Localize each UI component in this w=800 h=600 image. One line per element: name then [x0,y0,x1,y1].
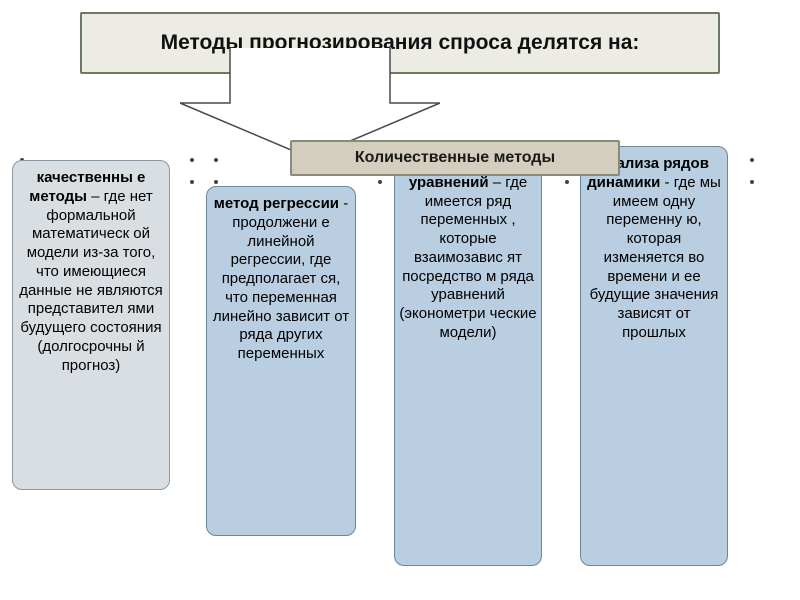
dot [190,180,194,184]
card-qualitative: качественны е методы – где нет формально… [12,160,170,490]
dot [214,158,218,162]
dot [190,158,194,162]
dot [565,180,569,184]
card-regression-body: - продолжени е линейной регрессии, где п… [213,195,349,362]
card-time-series-body: - где мы имеем одну переменну ю, которая… [590,174,721,341]
card-qualitative-body: – где нет формальной математическ ой мод… [19,188,163,374]
subtitle-quantitative: Количественные методы [290,140,620,176]
dot [750,180,754,184]
card-multiple-equations: множества уравнений – где имеется ряд пе… [394,146,542,566]
card-regression: метод регрессии - продолжени е линейной … [206,186,356,536]
dot [378,180,382,184]
card-multiple-equations-body: – где имеется ряд переменных , которые в… [399,174,536,341]
card-regression-heading: метод регрессии [214,195,339,212]
card-time-series: анализа рядов динамики - где мы имеем од… [580,146,728,566]
subtitle-text: Количественные методы [355,149,555,167]
dot [214,180,218,184]
dot [750,158,754,162]
